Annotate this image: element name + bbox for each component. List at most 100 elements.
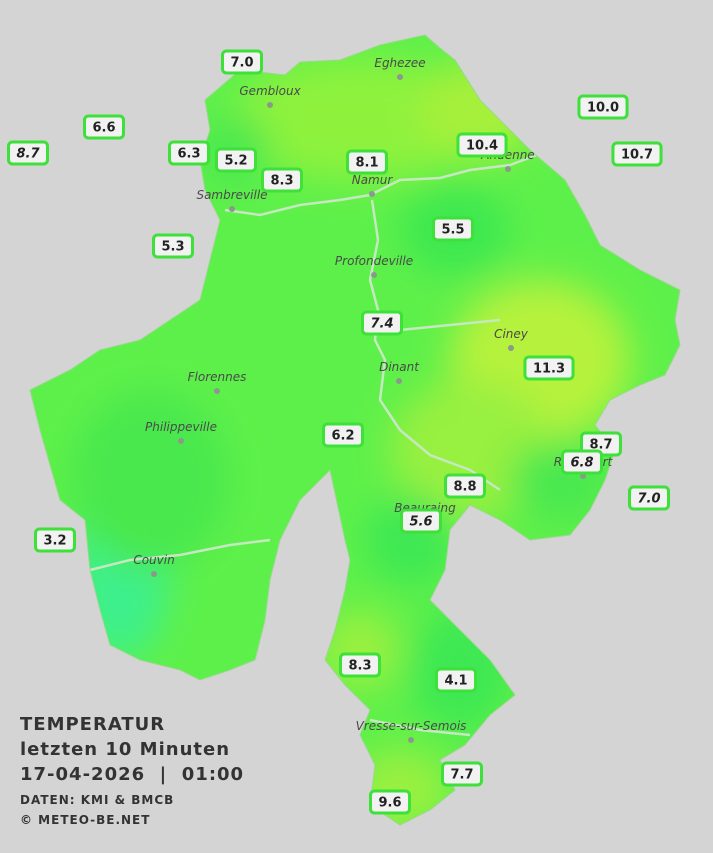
station-value: 5.5 (441, 223, 464, 238)
city-dot (397, 74, 403, 80)
station: 8.7 (6, 140, 50, 166)
caption-title: TEMPERATUR (20, 714, 165, 735)
station-value: 8.7 (16, 147, 40, 162)
station-box (360, 310, 404, 336)
station-box (214, 147, 258, 173)
station-box (345, 149, 389, 175)
station: 4.1 (434, 667, 478, 693)
city-label: Profondeville (335, 254, 413, 268)
station-box (523, 355, 575, 381)
city-dot (229, 206, 235, 212)
city-label: Dinant (379, 360, 420, 374)
station: 8.3 (338, 652, 382, 678)
station-value: 10.0 (587, 101, 619, 116)
station: 6.8 (560, 449, 604, 475)
station: 8.1 (345, 149, 389, 175)
station-value: 8.3 (270, 174, 293, 189)
station: 10.0 (577, 94, 629, 120)
station-value: 6.2 (331, 429, 354, 444)
caption-source: DATEN: KMI & BMCB (20, 793, 174, 807)
station-box (443, 473, 487, 499)
city-dot (214, 388, 220, 394)
station: 5.2 (214, 147, 258, 173)
station: 11.3 (523, 355, 575, 381)
station-value: 8.8 (453, 480, 476, 495)
city-dot (267, 102, 273, 108)
station-box (577, 94, 629, 120)
station: 10.7 (611, 141, 663, 167)
city-label: Philippeville (145, 420, 217, 434)
rivers (89, 148, 551, 737)
station: 9.6 (368, 789, 412, 815)
station: 5.3 (151, 233, 195, 259)
station-value: 10.7 (621, 148, 653, 163)
station-box (434, 667, 478, 693)
station-value: 5.6 (409, 515, 432, 530)
station-value: 10.4 (466, 139, 498, 154)
station: 8.3 (260, 167, 304, 193)
city-dot (371, 272, 377, 278)
station-box (399, 508, 443, 534)
station: 6.3 (167, 140, 211, 166)
station-value: 6.6 (92, 121, 115, 136)
station-value: 9.6 (378, 796, 401, 811)
station-box (6, 140, 50, 166)
city-dot (369, 191, 375, 197)
station-value: 6.3 (177, 147, 200, 162)
city-dot (408, 737, 414, 743)
station-box (431, 216, 475, 242)
caption-period: letzten 10 Minuten (20, 739, 230, 760)
station-value: 8.3 (348, 659, 371, 674)
caption-credit: © METEO-BE.NET (20, 813, 150, 827)
station: 7.0 (627, 485, 671, 511)
station-box (627, 485, 671, 511)
station-value: 8.1 (355, 156, 378, 171)
station-value: 5.2 (224, 154, 247, 169)
station: 7.7 (440, 761, 484, 787)
station-box (560, 449, 604, 475)
city-dot (396, 378, 402, 384)
station-value: 7.4 (370, 317, 393, 332)
caption-datetime: 17-04-2026 | 01:00 (20, 764, 244, 785)
station: 10.4 (456, 132, 508, 158)
station-box (321, 422, 365, 448)
city-label: Eghezee (374, 56, 425, 70)
station-box (368, 789, 412, 815)
station: 8.7 (579, 431, 623, 457)
station: 3.2 (33, 527, 77, 553)
city-label: Ciney (494, 327, 529, 341)
station-value: 3.2 (43, 534, 66, 549)
station-value: 8.7 (589, 438, 612, 453)
station-box (440, 761, 484, 787)
station-value: 7.0 (637, 492, 660, 507)
station-box (220, 49, 264, 75)
station-box (151, 233, 195, 259)
station-value: 7.0 (230, 56, 253, 71)
stations: 7.0 6.6 8.7 6.3 5.2 8.3 8.1 10.4 10.0 10.7 5.3 5.5 7… (6, 49, 671, 815)
city-dot (178, 438, 184, 444)
station-value: 5.3 (161, 240, 184, 255)
station: 6.2 (321, 422, 365, 448)
station-box (456, 132, 508, 158)
city-label: Florennes (188, 370, 247, 384)
station-box (82, 114, 126, 140)
station: 5.5 (431, 216, 475, 242)
station-value: 7.7 (450, 768, 473, 783)
city-label: Sambreville (196, 188, 267, 202)
station-value: 6.8 (570, 456, 593, 471)
city-label: Couvin (133, 553, 174, 567)
city-dot (505, 166, 511, 172)
city-label: Gembloux (239, 84, 301, 98)
station: 7.4 (360, 310, 404, 336)
station-box (33, 527, 77, 553)
station: 7.0 (220, 49, 264, 75)
station: 5.6 (399, 508, 443, 534)
city-label: Vresse-sur-Semois (356, 719, 467, 733)
city-label: Namur (352, 173, 394, 187)
caption: TEMPERATUR letzten 10 Minuten 17-04-2026… (20, 714, 244, 827)
city-dot (508, 345, 514, 351)
station-value: 11.3 (533, 362, 565, 377)
station-box (260, 167, 304, 193)
station-box (611, 141, 663, 167)
